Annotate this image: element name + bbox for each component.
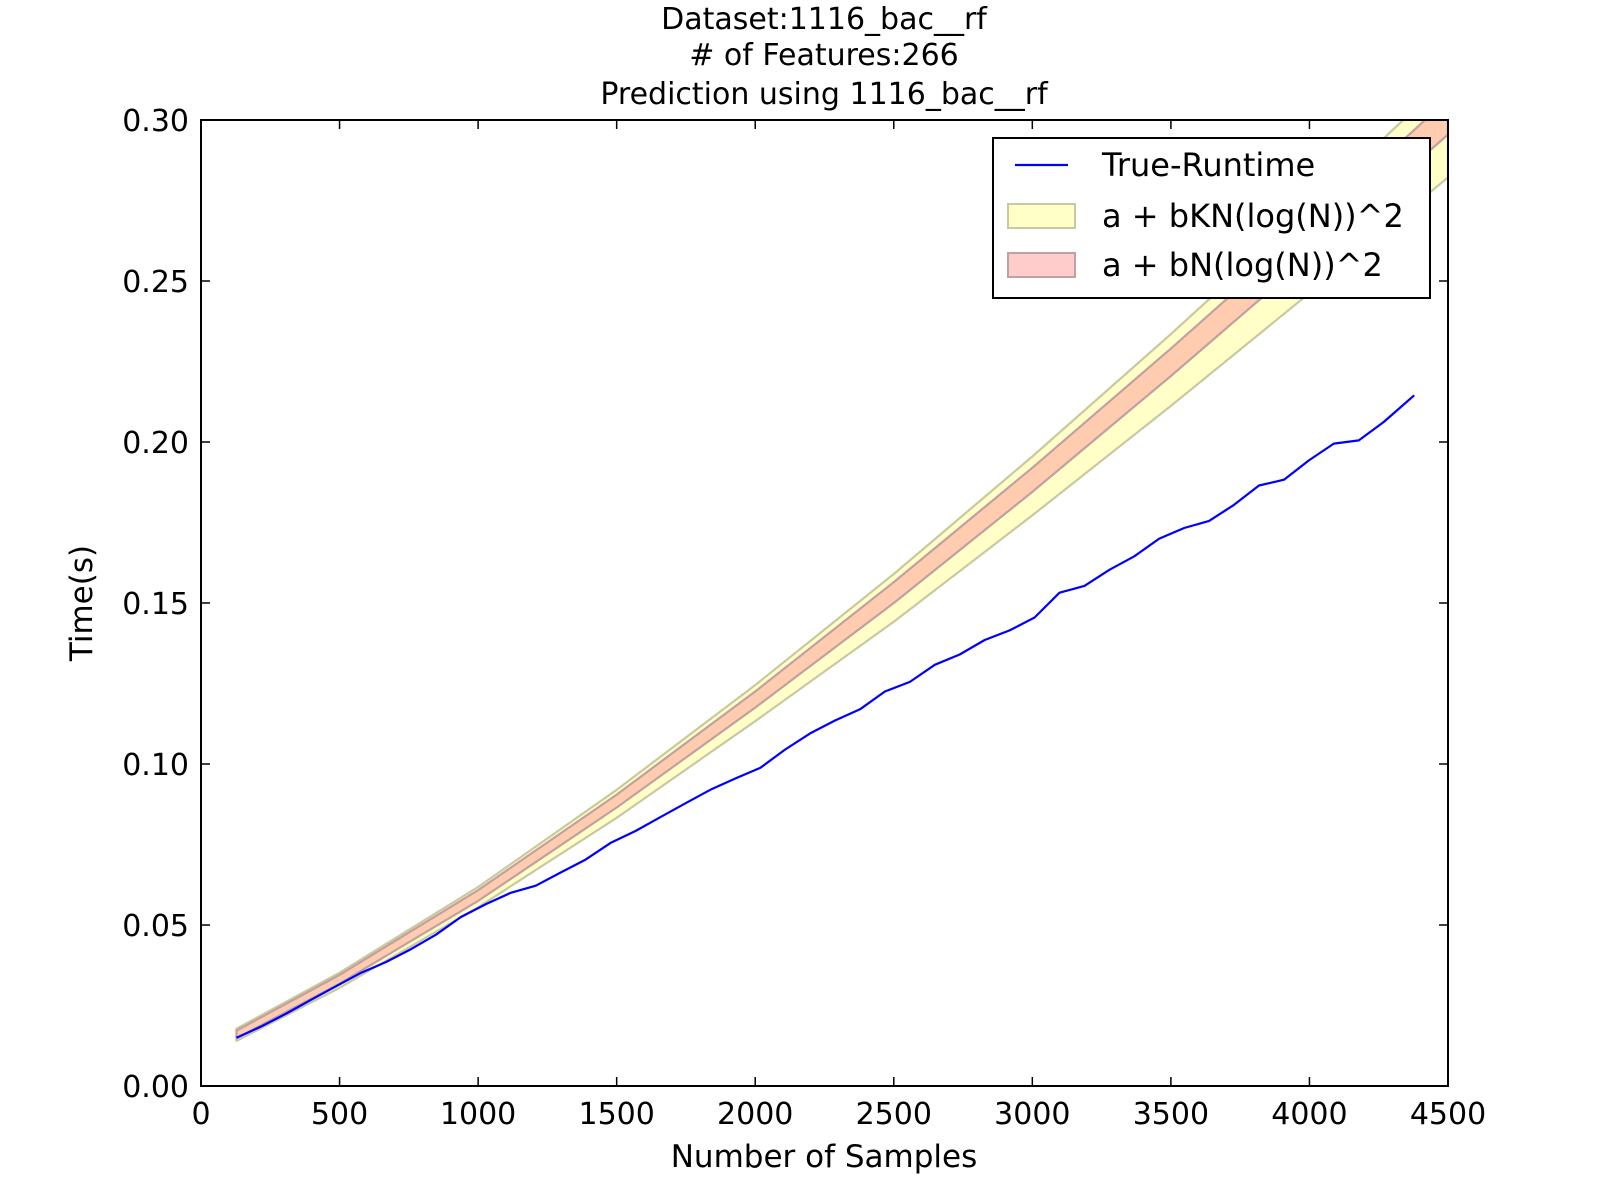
y-tick-label: 0.05 xyxy=(122,909,189,944)
chart-title-line-3: Prediction using 1116_bac__rf xyxy=(600,77,1049,112)
y-tick-label: 0.30 xyxy=(122,104,189,139)
y-tick-label: 0.00 xyxy=(122,1070,189,1105)
x-tick-label: 4500 xyxy=(1410,1097,1486,1132)
legend-true-runtime-label: True-Runtime xyxy=(1101,146,1315,184)
y-tick-label: 0.25 xyxy=(122,265,189,300)
x-tick-label: 3500 xyxy=(1133,1097,1209,1132)
x-tick-label: 2000 xyxy=(717,1097,793,1132)
y-axis-label: Time(s) xyxy=(64,545,100,662)
legend-bn-band-label: a + bN(log(N))^2 xyxy=(1102,246,1383,284)
legend-bkn-band-label: a + bKN(log(N))^2 xyxy=(1102,197,1404,235)
x-axis-ticks: 0 500 1000 1500 2000 2500 3000 3500 4000 4500 xyxy=(191,120,1486,1132)
x-tick-label: 0 xyxy=(191,1097,210,1132)
x-tick-label: 1500 xyxy=(578,1097,654,1132)
y-axis-ticks: 0.00 0.05 0.10 0.15 0.20 0.25 0.30 xyxy=(122,104,1448,1105)
y-tick-label: 0.20 xyxy=(122,426,189,461)
x-tick-label: 2500 xyxy=(856,1097,932,1132)
x-tick-label: 4000 xyxy=(1271,1097,1347,1132)
chart-title-line-1: Dataset:1116_bac__rf xyxy=(661,2,988,37)
legend-bkn-band-swatch xyxy=(1007,203,1076,229)
chart-title-line-2: # of Features:266 xyxy=(689,38,959,73)
x-axis-label: Number of Samples xyxy=(671,1139,978,1175)
true-runtime-line xyxy=(236,394,1415,1039)
true-runtime-layer xyxy=(236,394,1415,1039)
y-tick-label: 0.15 xyxy=(122,587,189,622)
legend-bn-band-swatch xyxy=(1007,252,1076,278)
legend: True-Runtime a + bKN(log(N))^2 a + bN(lo… xyxy=(992,137,1431,299)
x-tick-label: 500 xyxy=(311,1097,368,1132)
x-tick-label: 3000 xyxy=(994,1097,1070,1132)
x-tick-label: 1000 xyxy=(440,1097,516,1132)
y-tick-label: 0.10 xyxy=(122,748,189,783)
